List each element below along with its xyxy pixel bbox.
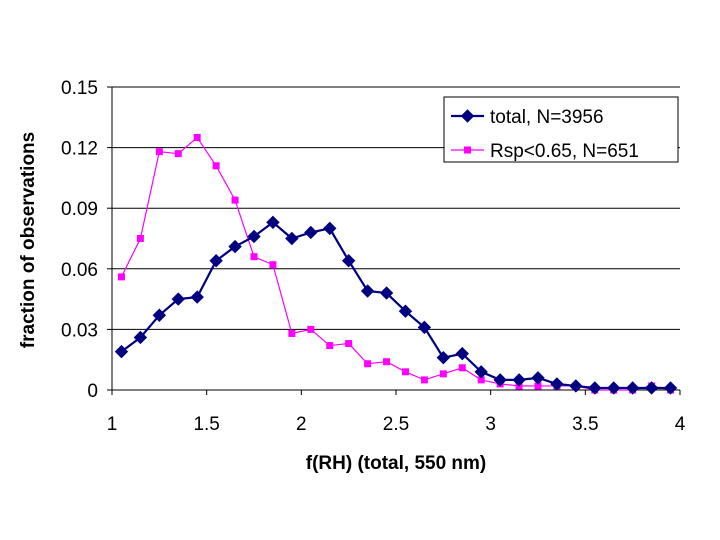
y-axis-label: fraction of observations xyxy=(18,132,39,348)
data-point xyxy=(209,254,223,268)
data-point xyxy=(212,162,220,170)
series-total xyxy=(114,215,678,395)
data-point xyxy=(474,365,488,379)
data-point xyxy=(512,373,526,387)
legend-marker xyxy=(460,109,475,123)
data-point xyxy=(625,381,640,395)
x-tick-label: 3.5 xyxy=(572,414,598,435)
y-tick-label: 0.12 xyxy=(61,139,98,160)
data-point xyxy=(477,376,485,384)
data-point xyxy=(174,150,182,158)
data-point xyxy=(307,325,315,333)
data-point xyxy=(383,358,391,366)
legend: total, N=3956 Rsp<0.65, N=651 xyxy=(443,96,679,163)
data-point xyxy=(171,292,185,306)
y-tick-label: 0.06 xyxy=(61,260,98,281)
data-point xyxy=(304,225,318,240)
data-point xyxy=(266,215,280,230)
y-tick-label: 0.03 xyxy=(61,320,98,341)
x-tick-label: 2.5 xyxy=(383,414,409,435)
data-point xyxy=(455,346,469,361)
y-tick-label: 0.09 xyxy=(61,199,98,220)
x-tick-label: 3 xyxy=(485,414,496,435)
data-point xyxy=(588,381,602,395)
data-point xyxy=(364,360,372,368)
series-line xyxy=(120,136,671,391)
x-tick-labels: 1 1.5 2 2.5 3 3.5 4 xyxy=(107,414,686,435)
axes xyxy=(107,86,681,395)
series-layer xyxy=(114,134,678,395)
x-tick-label: 1.5 xyxy=(193,414,219,435)
data-point xyxy=(250,253,258,261)
data-point xyxy=(285,231,299,246)
data-point xyxy=(114,344,129,359)
data-point xyxy=(155,148,163,156)
data-point xyxy=(136,235,144,242)
data-point xyxy=(420,376,428,384)
data-point xyxy=(379,286,394,300)
data-point xyxy=(341,254,356,268)
series-rsp xyxy=(117,134,675,394)
data-point xyxy=(436,350,451,365)
data-point xyxy=(345,340,353,348)
data-point xyxy=(269,261,277,269)
data-point xyxy=(458,364,466,372)
data-point xyxy=(323,221,337,236)
y-tick-label: 0 xyxy=(87,381,98,402)
data-point xyxy=(152,308,167,322)
data-point xyxy=(607,381,621,395)
data-point xyxy=(663,381,678,395)
data-point xyxy=(193,134,201,141)
data-point xyxy=(534,382,542,390)
data-point xyxy=(247,229,261,244)
legend-box xyxy=(443,96,679,163)
data-point xyxy=(231,196,239,204)
x-axis-label: f(RH) (total, 550 nm) xyxy=(306,453,487,474)
y-tick-labels: 0 0.03 0.06 0.09 0.12 0.15 xyxy=(61,78,98,402)
data-point xyxy=(550,377,564,391)
x-tick-label: 4 xyxy=(675,414,686,435)
data-point xyxy=(531,371,545,385)
data-point xyxy=(360,284,375,298)
x-tick-label: 1 xyxy=(107,414,118,435)
x-tick-label: 2 xyxy=(296,414,307,435)
legend-label: total, N=3956 xyxy=(490,107,604,128)
data-point xyxy=(228,239,242,254)
y-tick-label: 0.15 xyxy=(61,78,98,99)
legend-marker xyxy=(464,146,471,154)
data-point xyxy=(417,320,432,335)
data-point xyxy=(398,304,413,318)
series-line xyxy=(120,220,671,390)
data-point xyxy=(117,273,125,281)
data-point xyxy=(401,368,409,376)
data-point xyxy=(493,373,507,387)
data-point xyxy=(190,290,204,304)
legend-label: Rsp<0.65, N=651 xyxy=(490,141,639,162)
data-point xyxy=(288,329,296,337)
data-point xyxy=(644,381,659,395)
data-point xyxy=(439,370,447,378)
data-point xyxy=(569,379,583,393)
data-point xyxy=(326,342,334,350)
data-point xyxy=(133,330,148,345)
